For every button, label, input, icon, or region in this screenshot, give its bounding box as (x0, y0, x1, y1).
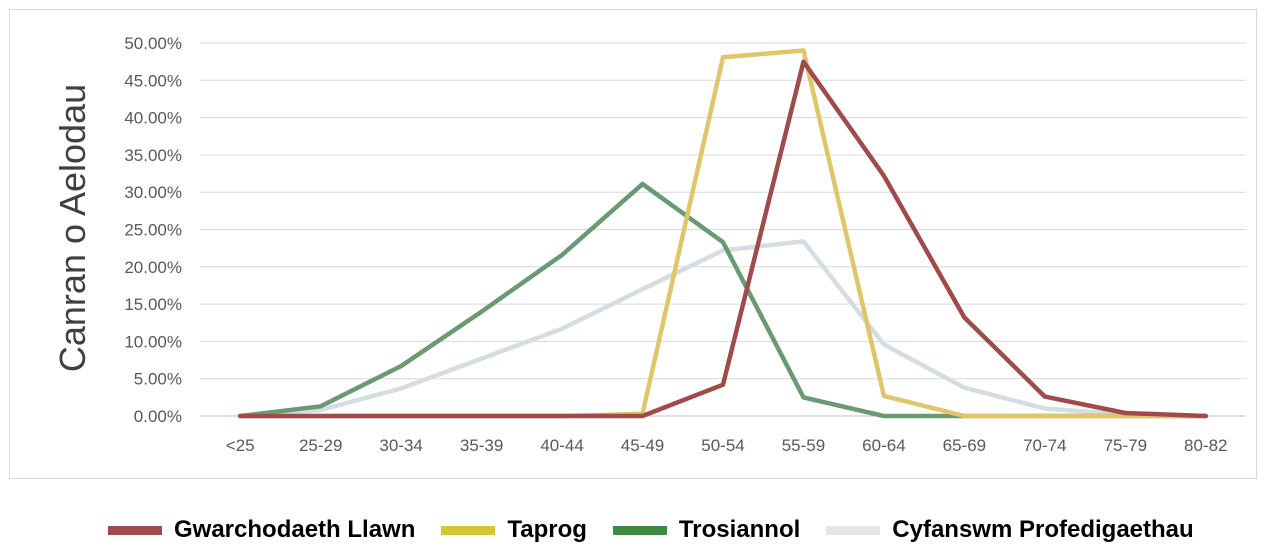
y-axis-ticks: 0.00% 5.00% 10.00% 15.00% 20.00% 25.00% 30.00%… (124, 34, 182, 426)
legend: Gwarchodaeth Llawn Taprog Trosiannol Cyf… (108, 516, 1265, 544)
y-tick-label: 50.00% (124, 34, 182, 53)
chart-area: 0.00% 5.00% 10.00% 15.00% 20.00% 25.00% 30.00%… (9, 9, 1257, 479)
x-tick-label: 35-39 (460, 436, 503, 455)
x-tick-label: 75-79 (1104, 436, 1147, 455)
y-tick-label: 30.00% (124, 183, 182, 202)
x-tick-label: 40-44 (540, 436, 583, 455)
y-tick-label: 0.00% (134, 407, 182, 426)
legend-label: Cyfanswm Profedigaethau (892, 516, 1194, 543)
x-tick-label: 25-29 (299, 436, 342, 455)
legend-swatch (612, 525, 667, 535)
y-tick-label: 45.00% (124, 71, 182, 90)
line-chart: 0.00% 5.00% 10.00% 15.00% 20.00% 25.00% 30.00%… (52, 34, 1246, 455)
y-tick-label: 10.00% (124, 332, 182, 351)
y-axis-label: Canran o Aelodau (52, 84, 93, 372)
x-tick-label: <25 (226, 436, 255, 455)
legend-label: Gwarchodaeth Llawn (174, 516, 416, 543)
legend-swatch (826, 525, 881, 535)
legend-label: Taprog (507, 516, 587, 543)
y-tick-label: 40.00% (124, 109, 182, 128)
legend-item-trosiannol: Trosiannol (612, 516, 801, 544)
legend-swatch (441, 525, 496, 535)
series-line-cyfanswm-profedigaethau (237, 239, 1209, 419)
x-tick-label: 55-59 (782, 436, 825, 455)
gridlines (200, 42, 1246, 417)
legend-item-gwarchodaeth-llawn: Gwarchodaeth Llawn (108, 516, 415, 544)
series-line-taprog (237, 48, 1209, 419)
x-tick-label: 65-69 (943, 436, 986, 455)
y-tick-label: 35.00% (124, 146, 182, 165)
x-tick-label: 80-82 (1184, 436, 1227, 455)
y-tick-label: 20.00% (124, 258, 182, 277)
legend-item-cyfanswm-profedigaethau: Cyfanswm Profedigaethau (826, 516, 1194, 544)
x-tick-label: 50-54 (701, 436, 744, 455)
series-lines (237, 48, 1209, 419)
y-tick-label: 5.00% (134, 370, 182, 389)
y-tick-label: 25.00% (124, 221, 182, 240)
legend-swatch (108, 525, 162, 535)
x-tick-label: 60-64 (862, 436, 905, 455)
series-line-gwarchodaeth-llawn (237, 59, 1209, 419)
legend-label: Trosiannol (678, 516, 801, 543)
y-tick-label: 15.00% (124, 295, 182, 314)
x-tick-label: 45-49 (621, 436, 664, 455)
x-tick-label: 70-74 (1023, 436, 1066, 455)
legend-item-taprog: Taprog (441, 516, 587, 544)
x-tick-label: 30-34 (379, 436, 422, 455)
x-axis-ticks: <25 25-29 30-34 35-39 40-44 45-49 50-54 55-59 60… (226, 436, 1228, 455)
